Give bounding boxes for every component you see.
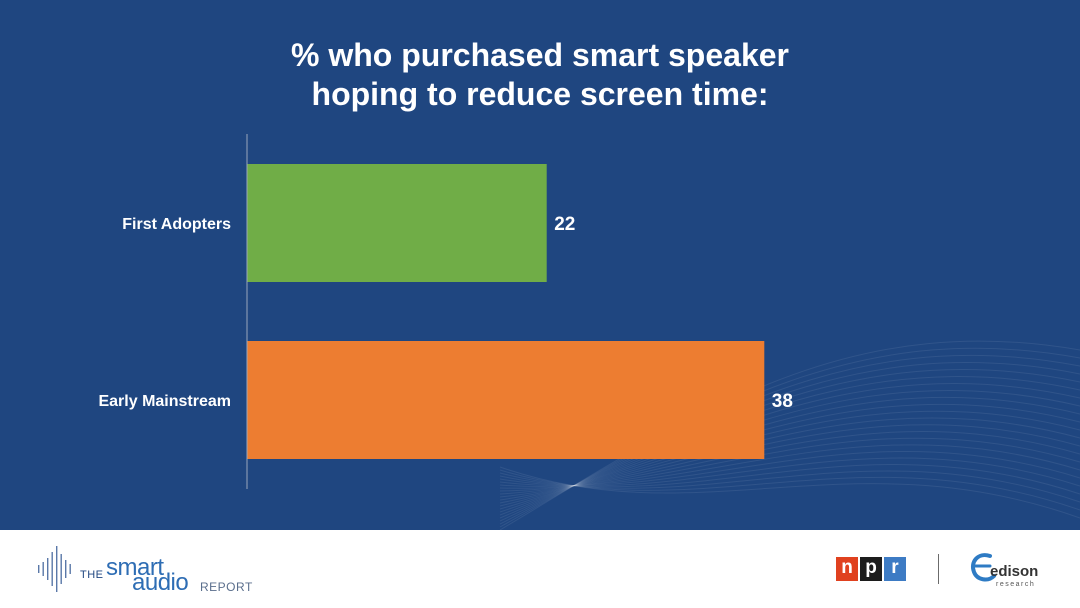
wave-line [499, 469, 1080, 511]
smart-audio-report-logo: THE smart audio REPORT [36, 544, 256, 600]
wave-line [499, 466, 1080, 519]
wave-line [499, 354, 1080, 525]
footer: THE smart audio REPORT n p r edison rese… [0, 530, 1080, 608]
npr-logo: n p r [836, 557, 908, 581]
edison-word: edison [990, 563, 1039, 580]
decorative-waves [499, 340, 1080, 530]
wave-line [499, 450, 1080, 487]
soundwave-icon [38, 546, 71, 592]
logo-audio-text: audio [132, 569, 189, 596]
soundwave-bar [56, 546, 58, 592]
soundwave-bar [38, 565, 40, 573]
soundwave-bar [51, 552, 53, 586]
wave-line [499, 362, 1080, 522]
wave-line [499, 347, 1080, 528]
wave-line [499, 403, 1080, 504]
chart-title-line-2: hoping to reduce screen time: [311, 76, 769, 112]
wave-line [499, 369, 1080, 519]
wave-line [499, 464, 1080, 495]
data-label: 38 [772, 391, 793, 412]
soundwave-bar [69, 564, 71, 574]
edison-swoosh-icon [971, 553, 996, 582]
wave-line [499, 390, 1080, 510]
soundwave-bar [42, 562, 44, 576]
wave-line [499, 417, 1080, 498]
bar-chart: First Adopters 22 Early Mainstream 38 [98, 134, 793, 489]
slide-background: % who purchased smart speaker hoping to … [0, 0, 1080, 530]
chart-title-line-1: % who purchased smart speaker [291, 37, 789, 73]
bar-early-mainstream [247, 341, 765, 459]
edison-sub-word: research [996, 581, 1036, 588]
logo-the-text: THE [80, 569, 104, 581]
wave-line [499, 410, 1080, 501]
soundwave-bar [60, 554, 62, 584]
wave-line [499, 444, 1080, 488]
logo-smart-text: smart [106, 554, 164, 581]
npr-letter-n: n [836, 557, 858, 581]
soundwave-bar [65, 560, 67, 578]
wave-line [499, 457, 1080, 487]
wave-line [499, 470, 1080, 503]
logo-divider [938, 554, 939, 584]
chart-title: % who purchased smart speaker hoping to … [140, 36, 940, 114]
soundwave-bar [47, 558, 49, 580]
wave-line [499, 431, 1080, 492]
bar-first-adopters [247, 164, 547, 282]
wave-line [499, 437, 1080, 489]
category-label: First Adopters [122, 216, 231, 233]
wave-line [499, 376, 1080, 516]
wave-line [499, 424, 1080, 495]
edison-research-logo: edison research [968, 548, 1048, 592]
logo-report-text: REPORT [200, 580, 253, 594]
wave-line [499, 340, 1080, 530]
category-label: Early Mainstream [98, 393, 231, 410]
npr-letter-r: r [884, 557, 906, 581]
wave-line [499, 396, 1080, 507]
data-label: 22 [554, 214, 575, 235]
npr-letter-p: p [860, 557, 882, 581]
wave-line [499, 383, 1080, 513]
